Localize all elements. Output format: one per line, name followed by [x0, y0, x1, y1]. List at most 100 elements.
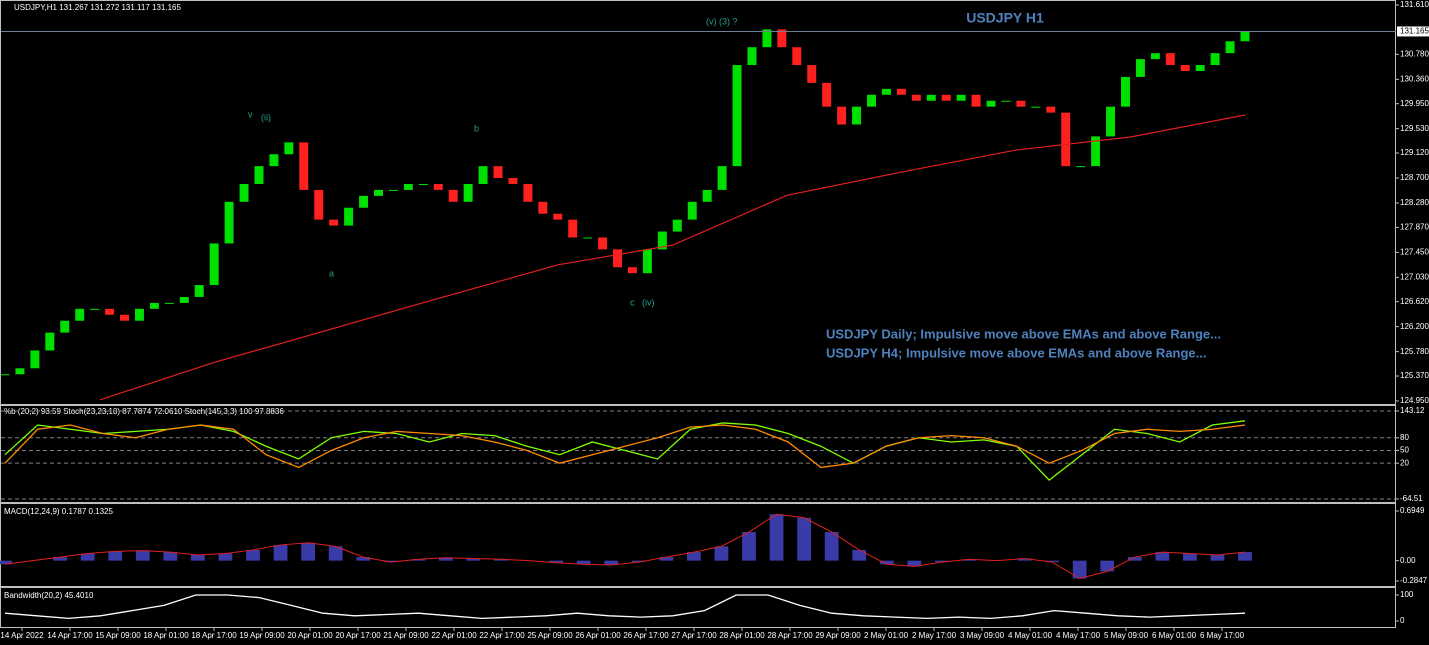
candle	[329, 219, 339, 226]
x-tick-label: 14 Apr 2022	[0, 631, 44, 640]
candle	[374, 189, 383, 196]
macd-bar	[659, 557, 674, 561]
candle	[359, 195, 369, 208]
macd-bar	[1127, 557, 1142, 561]
candle	[1225, 41, 1235, 54]
x-tick-label: 15 Apr 09:00	[95, 631, 141, 640]
candle	[1165, 53, 1175, 66]
x-tick-label: 4 May 17:00	[1056, 631, 1101, 640]
candle	[1135, 59, 1145, 77]
candle	[418, 183, 428, 185]
candle	[762, 29, 772, 48]
x-tick-label: 19 Apr 09:00	[239, 631, 285, 640]
x-tick-label: 14 Apr 17:00	[47, 631, 93, 640]
candle	[194, 285, 204, 297]
macd-bar	[163, 552, 178, 561]
bandwidth-panel	[0, 587, 1396, 628]
macd-bar	[1238, 552, 1252, 561]
candle	[926, 94, 936, 101]
macd-bar	[576, 560, 591, 565]
candle	[403, 183, 413, 190]
candle	[75, 308, 85, 321]
note: USDJPY Daily; Impulsive move above EMAs …	[826, 326, 1221, 341]
candle	[45, 332, 55, 351]
y-tick-label: 130.360	[1400, 74, 1429, 83]
candle	[717, 166, 727, 190]
x-tick-label: 22 Apr 17:00	[479, 631, 525, 640]
chart-title: USDJPY H1	[966, 10, 1044, 26]
macd-bar	[466, 558, 481, 561]
candle	[448, 189, 458, 202]
y-tick-label: 143.12	[1400, 406, 1425, 415]
macd-bar	[824, 532, 839, 561]
macd-bar	[494, 559, 508, 561]
x-tick-label: 20 Apr 17:00	[335, 631, 381, 640]
macd-bar	[135, 550, 150, 561]
macd-bar	[1045, 560, 1059, 563]
candle	[777, 29, 787, 48]
candle	[493, 166, 503, 179]
macd-bar	[1100, 560, 1115, 572]
x-tick-label: 6 May 01:00	[1152, 631, 1197, 640]
x-tick-label: 18 Apr 01:00	[143, 631, 189, 640]
y-tick-label: 127.450	[1400, 247, 1429, 256]
x-tick-label: 20 Apr 01:00	[287, 631, 333, 640]
macd-bar	[246, 549, 260, 561]
macd-bar	[439, 557, 453, 561]
macd-bar	[1183, 553, 1197, 561]
candle	[179, 296, 189, 303]
candle	[538, 201, 548, 214]
macd-bar	[769, 514, 784, 561]
annotation: c	[630, 297, 635, 307]
y-tick-label: 131.610	[1400, 0, 1429, 9]
annotation: b	[474, 123, 479, 133]
candle	[209, 243, 219, 286]
candle	[792, 47, 802, 66]
candle	[583, 237, 593, 239]
macd-line	[4, 513, 1246, 580]
candle	[986, 100, 996, 107]
annotation: (v) (3) ?	[706, 16, 738, 26]
ema-line	[99, 114, 1246, 401]
candle	[657, 231, 667, 250]
candle	[284, 142, 294, 155]
macd-bar	[108, 551, 123, 561]
candle	[1150, 53, 1160, 60]
macd-bar	[549, 560, 563, 563]
x-tick-label: 22 Apr 01:00	[431, 631, 477, 640]
macd-panel	[0, 503, 1396, 587]
panel-label: Bandwidth(20,2) 45.4010	[4, 591, 94, 600]
macd-bar	[53, 557, 67, 561]
candle	[971, 94, 981, 107]
macd-bar	[879, 560, 894, 565]
candle	[732, 65, 742, 167]
macd-bar	[218, 553, 233, 561]
panel-label: MACD(12,24,9) 0.1787 0.1325	[4, 507, 114, 516]
candle	[1121, 76, 1130, 107]
candle	[1076, 166, 1086, 168]
macd-bar	[962, 559, 977, 561]
x-tick-label: 4 May 01:00	[1008, 631, 1053, 640]
note: USDJPY H4; Impulsive move above EMAs and…	[826, 345, 1207, 360]
last-price-box	[1397, 26, 1429, 37]
macd-bar	[191, 554, 205, 561]
candle	[120, 314, 129, 321]
panel-label: %b (20,2) 93.59 Stoch(23,23,10) 87.7874 …	[4, 407, 284, 416]
macd-bar	[301, 542, 315, 561]
candle	[553, 213, 563, 220]
candle	[149, 302, 159, 309]
candle	[1210, 53, 1220, 66]
macd-bar	[383, 560, 398, 563]
macd-bar	[742, 532, 756, 561]
candle	[1091, 136, 1101, 167]
candle	[672, 219, 682, 232]
indicator-line	[4, 420, 1246, 482]
candle	[134, 308, 144, 321]
candle	[1240, 31, 1250, 42]
candle	[822, 82, 832, 107]
x-tick-label: 5 May 09:00	[1104, 631, 1149, 640]
candle	[0, 374, 10, 376]
macd-bar	[411, 559, 426, 561]
macd-bar	[852, 549, 867, 561]
